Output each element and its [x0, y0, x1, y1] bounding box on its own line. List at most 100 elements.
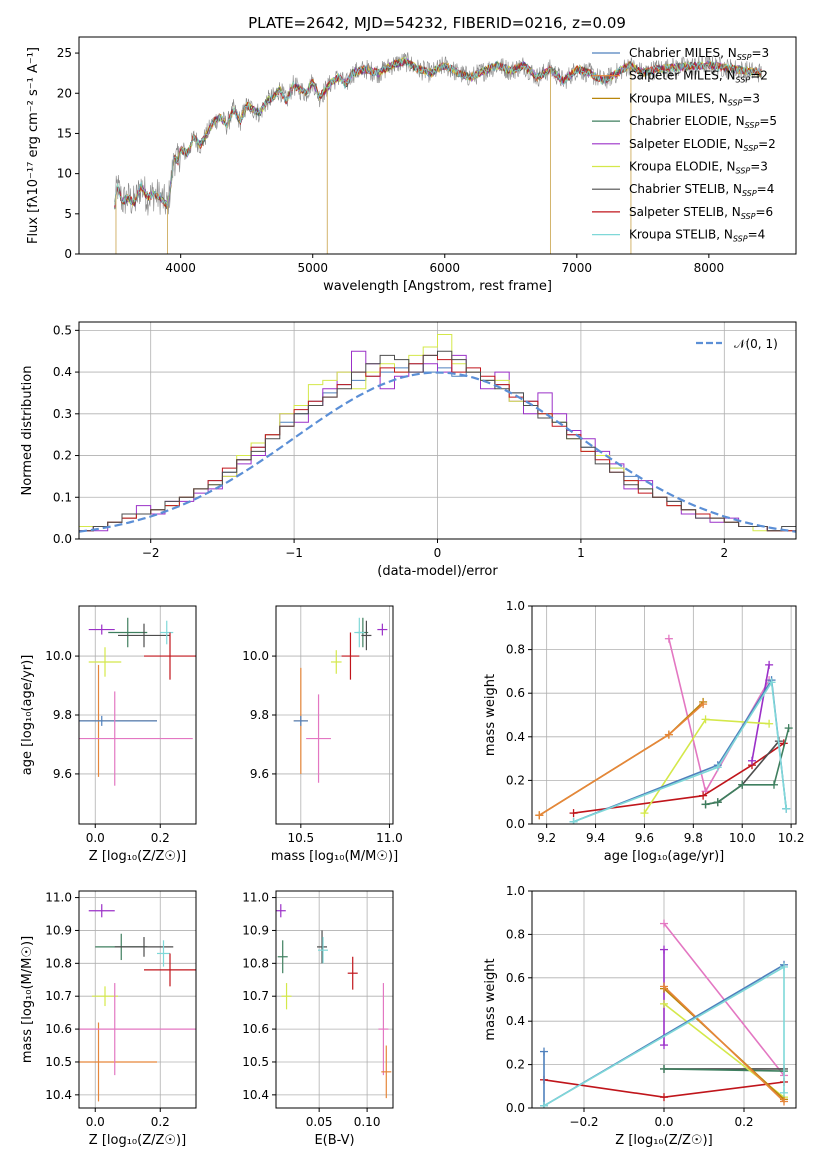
y-tick-label: 10.7: [242, 989, 269, 1003]
error-bar-point: [378, 983, 389, 1076]
plot-frame: [78, 890, 197, 1109]
y-tick-label: 9.8: [53, 708, 72, 722]
error-bar-point: [160, 620, 174, 645]
x-tick-label: 9.4: [586, 831, 605, 845]
weight-series-line: [573, 679, 787, 823]
y-tick-label: 0.1: [53, 490, 72, 504]
y-tick-label: 10.9: [45, 923, 72, 937]
figure-title: PLATE=2642, MJD=54232, FIBERID=0216, z=0…: [248, 14, 626, 32]
y-tick-label: 10.7: [45, 989, 72, 1003]
y-tick-label: 10.4: [242, 1088, 269, 1102]
y-tick-label: 0.4: [506, 1014, 525, 1028]
weight-marker: [784, 724, 793, 733]
weight-series-line: [751, 664, 770, 761]
x-tick-label: 10.0: [729, 831, 756, 845]
y-tick-label: 0.2: [506, 1058, 525, 1072]
x-axis-label: Z [log₁₀(Z/Z☉)]: [615, 1133, 712, 1148]
mass_vs_Z-panel: 0.0 0.2 10.4 10.5 10.6 10.7 10.8 10.9 11.0 Z [log…: [20, 890, 197, 1148]
weight-marker: [738, 780, 747, 789]
weight-marker: [780, 962, 788, 971]
legend-label: Chabrier ELODIE, NSSP=5: [629, 114, 777, 130]
x-axis-label: wavelength [Angstrom, rest frame]: [323, 279, 552, 294]
y-tick-label: 9.8: [250, 708, 269, 722]
y-tick-label: 0.3: [53, 407, 72, 421]
x-tick-label: 5000: [297, 261, 328, 275]
x-tick-label: 4000: [165, 261, 196, 275]
weight-series-line: [668, 638, 770, 794]
x-tick-label: 8000: [694, 261, 725, 275]
weight-marker: [664, 634, 673, 643]
weight-marker: [569, 809, 578, 818]
weight-marker: [748, 756, 756, 765]
weight-marker: [660, 982, 668, 991]
x-tick-label: 0.05: [306, 1115, 333, 1129]
weight_vs_age-panel: 9.2 9.4 9.6 9.8 10.0 10.2 0.0 0.2 0.4 0.6 0.8 1.0 ag…: [483, 599, 804, 864]
x-tick-label: 10.2: [778, 831, 805, 845]
weight_vs_Z-plot-area: [540, 919, 788, 1108]
x-tick-label: 9.8: [684, 831, 703, 845]
y-tick-label: 1.0: [506, 884, 525, 898]
weight-marker: [765, 719, 774, 728]
weight-marker: [770, 780, 778, 789]
y-tick-label: 5: [64, 207, 72, 221]
age_vs_mass-panel: 10.5 11.0 9.6 9.8 10.0 mass [log₁₀(M/M☉)]: [242, 605, 403, 864]
weight-marker: [780, 1088, 788, 1097]
weight_vs_age-plot-area: [535, 634, 793, 824]
residuals-panel: −2 −1 0 1 2 0.0 0.1 0.2 0.3 0.4 0.5 (data-model)/er…: [20, 321, 797, 579]
y-tick-label: 10.6: [45, 1022, 72, 1036]
y-tick-label: 0.0: [506, 1101, 525, 1115]
x-tick-label: 0.0: [86, 1115, 105, 1129]
error-bar-point: [381, 1045, 392, 1099]
spectrum-plot-area: [114, 52, 762, 254]
weight-marker: [713, 798, 722, 807]
y-tick-label: 0.0: [53, 532, 72, 546]
error-bar-point: [79, 715, 157, 726]
error-bar-point: [281, 983, 292, 1010]
weight-marker: [664, 730, 673, 739]
spectrum-panel: 4000 5000 6000 7000 8000 0 5 10 15 20 25 wavelength…: [26, 36, 797, 294]
x-tick-label: 0.2: [151, 1115, 170, 1129]
x-tick-label: −1: [285, 546, 303, 560]
x-axis-label: mass [log₁₀(M/M☉)]: [271, 849, 398, 864]
weight-marker: [767, 678, 776, 687]
plot-frame: [275, 890, 394, 1109]
y-tick-label: 0.8: [506, 927, 525, 941]
y-tick-label: 1.0: [506, 599, 525, 613]
y-tick-label: 15: [57, 126, 72, 140]
legend-label: Chabrier STELIB, NSSP=4: [629, 182, 774, 198]
y-tick-label: 0.2: [506, 773, 525, 787]
weight-marker: [782, 804, 791, 813]
x-tick-label: −2: [142, 546, 160, 560]
error-bar-point: [79, 1022, 157, 1102]
weight-marker: [660, 999, 668, 1008]
weight-marker: [640, 809, 649, 818]
plot-frame: [531, 605, 797, 825]
model-spectrum-line: [114, 57, 762, 209]
weight-series-line: [663, 1068, 785, 1072]
weight-marker: [660, 919, 668, 928]
weight-marker: [765, 660, 774, 669]
y-axis-label: Normed distribution: [20, 366, 35, 496]
y-tick-label: 0.8: [506, 643, 525, 657]
x-tick-label: 0.0: [86, 831, 105, 845]
legend-label: Salpeter ELODIE, NSSP=2: [629, 137, 776, 153]
residual-histogram: [79, 350, 796, 539]
x-tick-label: 0.0: [654, 1115, 673, 1129]
y-tick-label: 10.5: [45, 1055, 72, 1069]
error-bar-point: [88, 647, 122, 677]
x-tick-label: 7000: [562, 261, 593, 275]
legend-label: Chabrier MILES, NSSP=3: [629, 46, 769, 62]
legend-label: Salpeter MILES, NSSP=2: [629, 69, 768, 85]
y-tick-label: 10.8: [242, 956, 269, 970]
x-tick-label: 0: [434, 546, 442, 560]
error-bar-point: [108, 617, 148, 648]
x-tick-label: 10.5: [287, 831, 314, 845]
model-spectrum-line: [114, 56, 762, 208]
error-bar-point: [118, 623, 170, 648]
weight-marker: [540, 1047, 548, 1056]
weight-marker: [540, 1101, 548, 1108]
y-axis-label: age [log₁₀(age/yr)]: [20, 655, 35, 776]
x-tick-label: 0.2: [734, 1115, 753, 1129]
legend-label: Kroupa ELODIE, NSSP=3: [629, 160, 768, 176]
